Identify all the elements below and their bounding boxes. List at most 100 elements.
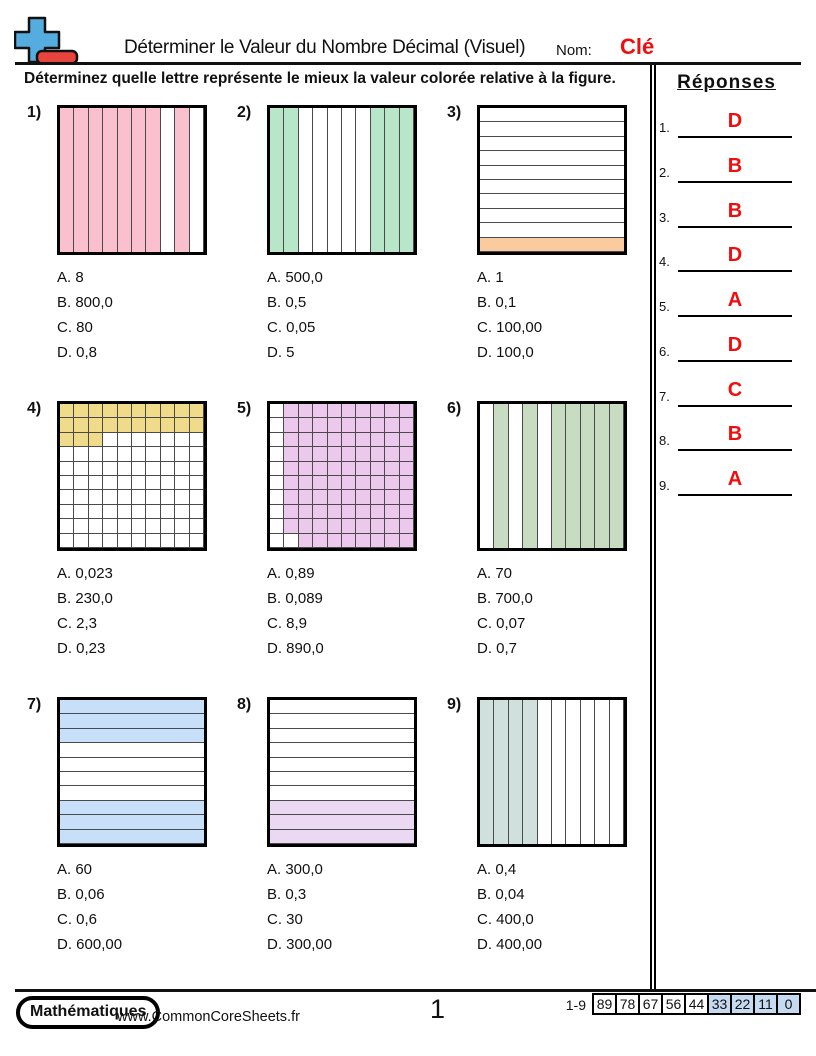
shaded-cell: [341, 404, 357, 419]
shaded-cell: [175, 418, 190, 433]
shaded-cell: [356, 404, 371, 419]
choice-c: C. 80: [57, 319, 93, 336]
choice-d: D. 0,7: [477, 640, 518, 657]
answer-key-label: Clé: [620, 34, 655, 59]
score-cell: 33: [707, 993, 732, 1015]
shaded-cell: [356, 447, 371, 462]
choice-list: A. 1 B. 0,1 C. 100,00 D. 100,0: [477, 265, 542, 365]
shaded-cell: [74, 404, 89, 419]
choice-d: D. 300,00: [267, 936, 333, 953]
choice-a: A. 60: [57, 861, 93, 878]
shaded-cell: [523, 404, 538, 548]
choice-d: D. 400,00: [477, 936, 543, 953]
choice-a: A. 0,89: [267, 565, 315, 582]
shaded-cell: [370, 461, 386, 476]
empty-cell: [146, 476, 160, 490]
choice-a: A. 500,0: [267, 269, 323, 286]
choice-list: A. 0,023 B. 230,0 C. 2,3 D. 0,23: [57, 561, 113, 661]
shaded-cell: [385, 447, 400, 462]
shaded-cell: [313, 447, 328, 462]
empty-cell: [146, 519, 160, 533]
empty-cell: [566, 700, 580, 844]
empty-cell: [270, 505, 284, 519]
problem-9: 9) A. 0,4 B. 0,04 C. 400,0 D. 400,00: [447, 696, 652, 989]
empty-cell: [103, 462, 117, 476]
empty-cell: [328, 108, 342, 252]
decimal-figure: [267, 697, 417, 847]
shaded-cell: [284, 432, 299, 448]
score-cell: 44: [684, 993, 709, 1015]
empty-cell: [175, 505, 189, 519]
choice-c: C. 0,6: [57, 911, 98, 928]
empty-cell: [190, 433, 204, 447]
shaded-cell: [146, 108, 161, 252]
answer-number: 9.: [659, 478, 670, 493]
empty-cell: [74, 534, 88, 548]
empty-cell: [103, 519, 117, 533]
empty-cell: [313, 108, 327, 252]
empty-cell: [480, 122, 624, 136]
empty-cell: [74, 505, 88, 519]
empty-cell: [118, 447, 132, 461]
shaded-cell: [595, 404, 610, 548]
shaded-cell: [356, 461, 371, 476]
answer-row: 4. D: [659, 242, 794, 272]
decimal-figure: [477, 105, 627, 255]
shaded-cell: [370, 418, 386, 433]
shaded-cell: [327, 447, 342, 462]
shaded-cell: [580, 404, 596, 548]
empty-cell: [74, 519, 88, 533]
empty-cell: [175, 519, 189, 533]
shaded-cell: [146, 404, 161, 419]
shaded-cell: [313, 418, 328, 433]
shaded-cell: [60, 108, 75, 252]
answer-row: 9. A: [659, 466, 794, 496]
shaded-cell: [341, 490, 357, 505]
choice-list: A. 0,89 B. 0,089 C. 8,9 D. 890,0: [267, 561, 324, 661]
shaded-cell: [74, 108, 89, 252]
empty-cell: [60, 758, 204, 772]
problem-number: 8): [237, 696, 252, 713]
answer-blank: C: [678, 377, 792, 407]
shaded-cell: [160, 404, 176, 419]
shaded-cell: [298, 533, 314, 548]
empty-cell: [118, 476, 132, 490]
shaded-cell: [399, 447, 414, 462]
score-cell: 67: [638, 993, 663, 1015]
empty-cell: [190, 534, 204, 548]
shaded-cell: [313, 490, 328, 505]
shaded-cell: [399, 418, 414, 433]
score-cell: 22: [730, 993, 755, 1015]
empty-cell: [552, 700, 566, 844]
shaded-cell: [341, 519, 357, 534]
shaded-cell: [399, 108, 415, 252]
shaded-cell: [131, 418, 147, 433]
problem-number: 6): [447, 400, 462, 417]
shaded-cell: [103, 108, 118, 252]
answer-blank: D: [678, 332, 792, 362]
shaded-cell: [356, 519, 371, 534]
choice-b: B. 230,0: [57, 590, 113, 607]
shaded-cell: [385, 404, 400, 419]
decimal-figure: [57, 105, 207, 255]
empty-cell: [270, 490, 284, 504]
shaded-cell: [385, 490, 400, 505]
shaded-cell: [88, 404, 104, 419]
empty-cell: [342, 108, 356, 252]
choice-b: B. 0,5: [267, 294, 307, 311]
shaded-cell: [284, 418, 299, 433]
empty-cell: [60, 462, 74, 476]
empty-cell: [103, 534, 117, 548]
shaded-cell: [370, 447, 386, 462]
empty-cell: [480, 209, 624, 223]
choice-a: A. 1: [477, 269, 504, 286]
empty-cell: [175, 476, 189, 490]
subject-badge: Mathématiques: [16, 996, 161, 1029]
empty-cell: [270, 714, 414, 728]
shaded-cell: [356, 432, 371, 448]
shaded-cell: [370, 108, 386, 252]
empty-cell: [60, 743, 204, 757]
empty-cell: [60, 534, 74, 548]
decimal-figure: [477, 697, 627, 847]
problem-number: 4): [27, 400, 42, 417]
